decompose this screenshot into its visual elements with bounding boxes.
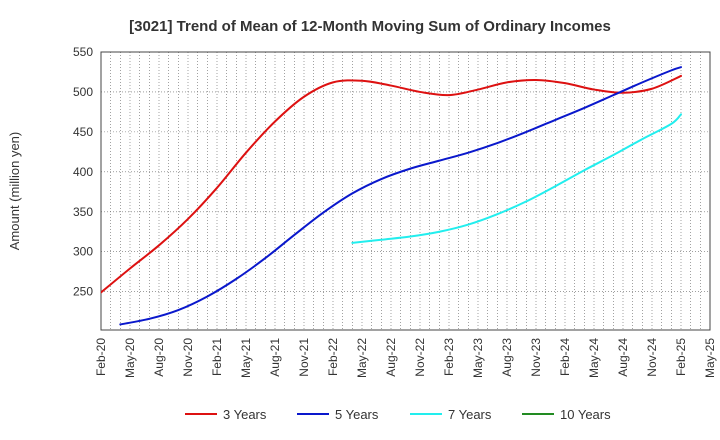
x-tick-label: Nov-22 <box>413 338 427 377</box>
y-axis-ticks: 250 300 350 400 450 500 550 <box>73 45 93 299</box>
legend-item-7-years: 7 Years <box>410 407 492 422</box>
x-tick-label: May-23 <box>471 338 485 378</box>
x-tick-label: Aug-21 <box>268 338 282 377</box>
y-tick-label: 400 <box>73 165 93 179</box>
series-line-7-years <box>351 113 682 244</box>
x-tick-label: Feb-21 <box>210 338 224 376</box>
x-tick-label: Nov-20 <box>181 338 195 377</box>
x-tick-label: Feb-22 <box>326 338 340 376</box>
grid <box>101 51 710 330</box>
y-tick-label: 550 <box>73 45 93 59</box>
x-tick-label: Nov-23 <box>529 338 543 377</box>
plot-frame <box>100 51 711 331</box>
y-tick-label: 300 <box>73 245 93 259</box>
y-tick-label: 500 <box>73 85 93 99</box>
x-tick-label: Aug-24 <box>616 338 630 377</box>
x-tick-label: Feb-25 <box>674 338 688 376</box>
x-tick-label: May-22 <box>355 338 369 378</box>
legend-item-5-years: 5 Years <box>297 407 379 422</box>
legend-item-10-years: 10 Years <box>522 407 611 422</box>
x-tick-label: May-20 <box>123 338 137 378</box>
x-tick-label: Feb-24 <box>558 338 572 376</box>
x-tick-label: Nov-21 <box>297 338 311 377</box>
x-tick-label: May-25 <box>703 338 717 378</box>
legend-label: 7 Years <box>448 407 492 422</box>
legend-label: 10 Years <box>560 407 611 422</box>
legend-label: 3 Years <box>223 407 267 422</box>
y-tick-label: 250 <box>73 285 93 299</box>
x-tick-label: Feb-20 <box>94 338 108 376</box>
x-tick-label: Aug-23 <box>500 338 514 377</box>
y-tick-label: 350 <box>73 205 93 219</box>
legend-item-3-years: 3 Years <box>185 407 267 422</box>
x-tick-label: May-24 <box>587 338 601 378</box>
y-axis-label: Amount (million yen) <box>7 132 22 251</box>
x-tick-label: Aug-20 <box>152 338 166 377</box>
x-tick-label: Aug-22 <box>384 338 398 377</box>
x-tick-label: Nov-24 <box>645 338 659 377</box>
series-line-3-years <box>101 74 682 294</box>
chart-title: [3021] Trend of Mean of 12-Month Moving … <box>129 18 611 35</box>
y-tick-label: 450 <box>73 125 93 139</box>
legend: 3 Years 5 Years 7 Years 10 Years <box>185 407 611 422</box>
x-tick-label: May-21 <box>239 338 253 378</box>
legend-label: 5 Years <box>335 407 379 422</box>
x-tick-label: Feb-23 <box>442 338 456 376</box>
series-lines <box>101 66 682 326</box>
x-axis-ticks: Feb-20 May-20 Aug-20 Nov-20 Feb-21 May-21 Aug-… <box>94 338 717 378</box>
series-line-5-years <box>119 66 682 326</box>
